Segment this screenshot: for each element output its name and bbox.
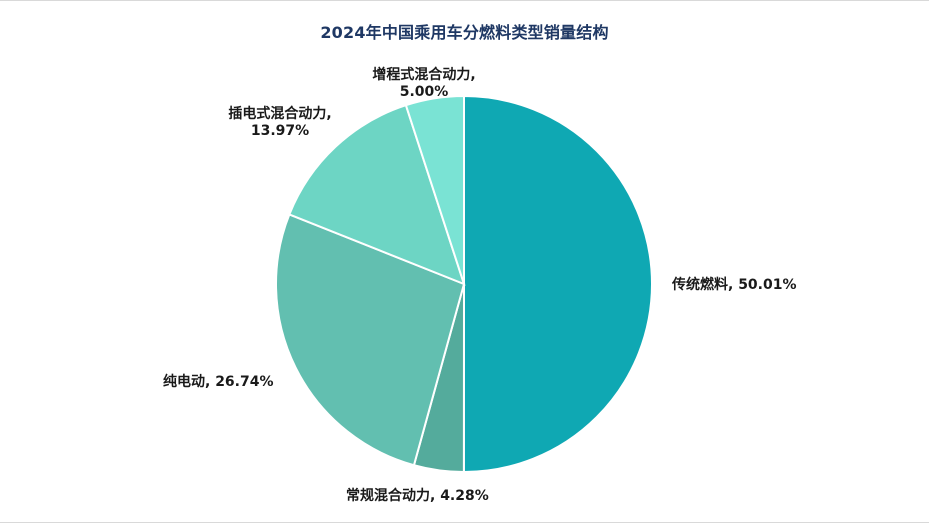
data-label-2: 常规混合动力, 4.28% (346, 487, 489, 504)
data-label-5-line-2: 5.00% (400, 84, 449, 100)
pie-slice-1 (462, 94, 653, 474)
data-label-4-line-2: 13.97% (251, 123, 309, 139)
data-label-5-line-1: 增程式混合动力, (372, 66, 475, 83)
chart-title: 2024年中国乘用车分燃料类型销量结构 (320, 23, 609, 42)
data-label-4: 插电式混合动力, 13.97% (228, 105, 331, 139)
pie-slice-5 (404, 94, 465, 285)
pie-slice-3 (275, 213, 466, 467)
data-label-1: 传统燃料, 50.01% (671, 276, 797, 293)
data-label-5: 增程式混合动力, 5.00% (372, 66, 475, 100)
data-label-4-line-1: 插电式混合动力, (228, 105, 331, 122)
data-label-3: 纯电动, 26.74% (163, 373, 274, 390)
data-labels: 传统燃料, 50.01% 常规混合动力, 4.28% 纯电动, 26.74% 插电式混… (163, 66, 797, 504)
pie-slices (275, 94, 653, 474)
